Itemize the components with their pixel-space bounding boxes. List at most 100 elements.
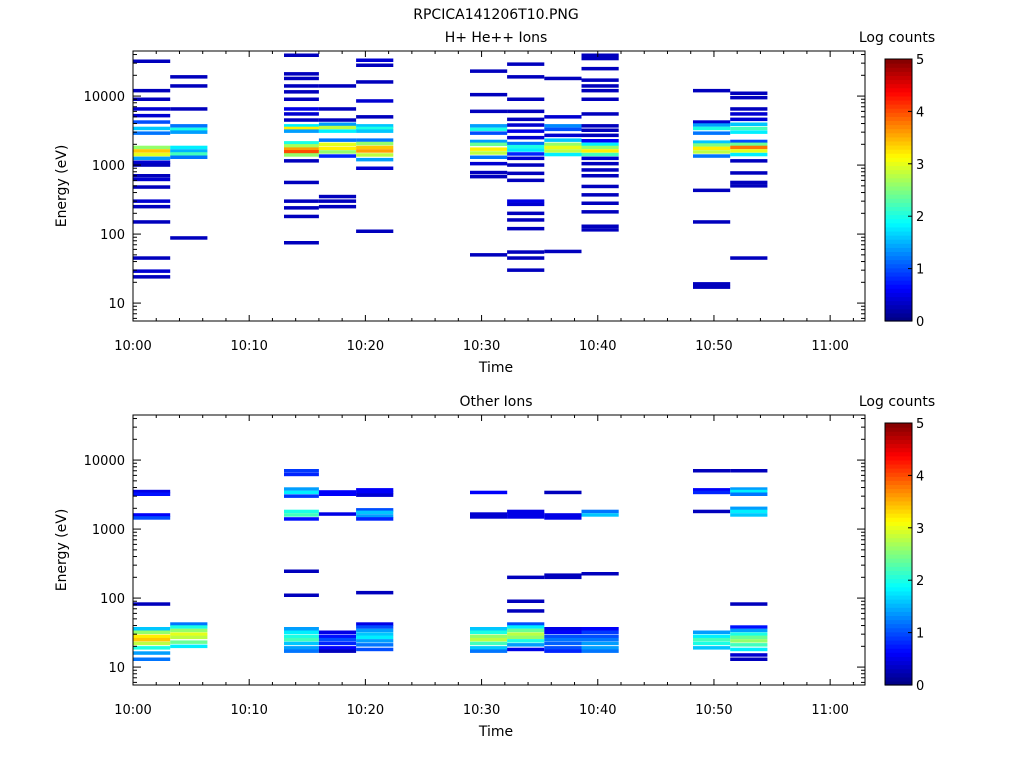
heatmap-cell — [356, 490, 394, 495]
colorbar-segment — [885, 173, 912, 179]
heatmap-cell — [693, 88, 731, 93]
heatmap-cell — [284, 126, 319, 131]
heatmap-cell — [730, 657, 768, 661]
colorbar-segment — [885, 574, 912, 580]
heatmap-cell — [544, 149, 582, 153]
heatmap-cell — [284, 241, 319, 245]
heatmap-cell — [581, 193, 619, 197]
heatmap-cell — [730, 117, 768, 122]
heatmap-cell — [318, 199, 357, 203]
colorbar-segment — [885, 263, 912, 269]
heatmap-area — [133, 469, 768, 661]
heatmap-cell — [581, 627, 619, 631]
heatmap-cell — [356, 138, 394, 142]
colorbar-segment — [885, 292, 912, 298]
x-tick-label: 10:20 — [347, 703, 384, 718]
heatmap-cell — [356, 153, 394, 157]
colorbar-segment — [885, 63, 912, 68]
heatmap-cell — [581, 142, 619, 147]
heatmap-cell — [133, 220, 171, 224]
heatmap-cell — [470, 142, 508, 147]
heatmap-cell — [730, 653, 768, 657]
colorbar-label: Log counts — [859, 394, 935, 410]
colorbar-segment — [885, 586, 912, 592]
heatmap-cell — [693, 154, 731, 158]
heatmap-cell — [507, 622, 545, 626]
x-tick-label: 11:00 — [811, 339, 848, 354]
colorbar-segment — [885, 267, 912, 273]
colorbar-segment — [885, 525, 912, 531]
colorbar-segment — [885, 513, 912, 518]
colorbar-tick-label: 5 — [916, 53, 924, 68]
heatmap-cell — [170, 130, 208, 134]
heatmap-cell — [318, 512, 357, 516]
colorbar-segment — [885, 472, 912, 477]
colorbar-segment — [885, 423, 912, 428]
heatmap-cell — [730, 112, 768, 116]
heatmap-cell — [693, 131, 731, 135]
heatmap-cell — [318, 634, 357, 638]
heatmap-cell — [730, 130, 768, 134]
colorbar-segment — [885, 570, 912, 576]
colorbar: 0 1 2 3 4 5 — [884, 417, 924, 694]
heatmap-cell — [693, 488, 731, 492]
heatmap-cell — [507, 109, 545, 114]
colorbar-segment — [885, 611, 912, 616]
heatmap-cell — [693, 509, 731, 514]
colorbar-segment — [885, 537, 912, 543]
colorbar-segment — [885, 607, 912, 612]
colorbar-segment — [885, 635, 912, 641]
colorbar-segment — [885, 177, 912, 183]
heatmap-cell — [133, 256, 171, 260]
heatmap-cell — [318, 154, 357, 158]
heatmap-cell — [356, 229, 394, 233]
colorbar-segment — [885, 71, 912, 76]
heatmap-cell — [133, 641, 171, 646]
heatmap-cell — [693, 490, 731, 495]
heatmap-cell — [544, 152, 582, 157]
heatmap-cell — [284, 72, 319, 76]
heatmap-cell — [133, 199, 171, 203]
colorbar-segment — [885, 120, 912, 126]
colorbar-tick-label: 3 — [916, 158, 924, 173]
heatmap-cell — [730, 492, 768, 496]
heatmap-cell — [284, 147, 319, 151]
heatmap-cell — [730, 639, 768, 643]
colorbar-segment — [885, 545, 912, 551]
heatmap-cell — [544, 634, 582, 638]
heatmap-cell — [507, 515, 545, 519]
colorbar-segment — [885, 549, 912, 555]
colorbar-segment — [885, 214, 912, 220]
colorbar-segment — [885, 500, 912, 506]
heatmap-cell — [356, 58, 394, 62]
heatmap-cell — [318, 492, 357, 496]
heatmap-cell — [318, 142, 357, 147]
heatmap-cell — [693, 143, 731, 147]
heatmap-cell — [133, 149, 171, 153]
heatmap-cell — [544, 115, 582, 119]
colorbar-segment — [885, 639, 912, 645]
heatmap-cell — [693, 150, 731, 154]
heatmap-cell — [470, 253, 508, 257]
colorbar-segment — [885, 153, 912, 158]
heatmap-cell — [507, 226, 545, 231]
x-tick-label: 10:20 — [347, 339, 384, 354]
heatmap-cell — [507, 643, 545, 647]
heatmap-cell — [133, 627, 171, 631]
heatmap-cell — [507, 152, 545, 156]
x-tick-label: 10:00 — [114, 703, 151, 718]
heatmap-cell — [507, 129, 545, 133]
colorbar-segment — [885, 194, 912, 199]
heatmap-cell — [470, 490, 508, 495]
colorbar-segment — [885, 619, 912, 625]
heatmap-cell — [544, 573, 582, 577]
colorbar-segment — [885, 87, 912, 93]
colorbar-segment — [885, 284, 912, 289]
heatmap-cell — [133, 513, 171, 517]
heatmap-cell — [581, 210, 619, 214]
heatmap-cell — [318, 649, 357, 653]
heatmap-cell — [581, 630, 619, 634]
colorbar-segment — [885, 541, 912, 547]
y-tick-label: 100 — [100, 228, 125, 243]
heatmap-cell — [730, 95, 768, 100]
